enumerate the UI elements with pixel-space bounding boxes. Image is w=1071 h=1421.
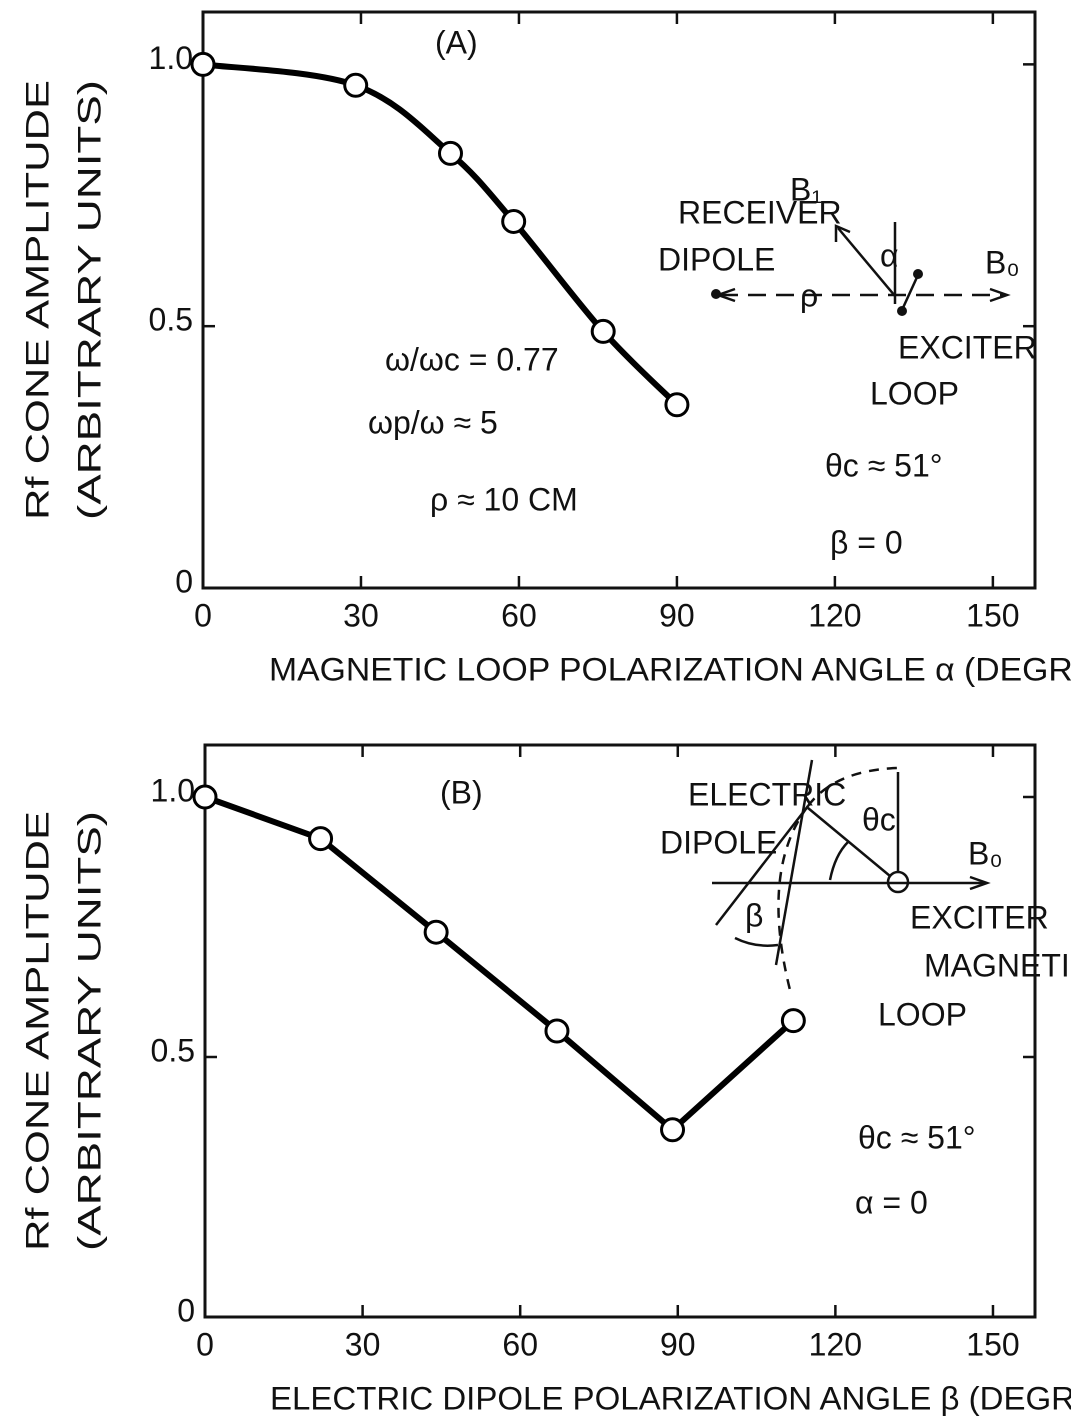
data-point [423, 919, 449, 945]
data-point [437, 140, 463, 166]
annotation: EXCITER [898, 329, 1037, 365]
x-tick-label: 60 [502, 1326, 538, 1362]
annotation: ωp/ω ≈ 5 [368, 404, 498, 440]
data-point [780, 1008, 806, 1034]
x-axis-label: MAGNETIC LOOP POLARIZATION ANGLE α (DEGR… [269, 651, 1071, 687]
x-axis-label: ELECTRIC DIPOLE POLARIZATION ANGLE β (DE… [270, 1380, 1071, 1416]
annotation: θc ≈ 51° [825, 447, 943, 483]
annotation: DIPOLE [658, 241, 775, 277]
annotation: MAGNETIC [924, 947, 1071, 983]
annotation: α [880, 237, 899, 273]
x-tick-label: 30 [345, 1326, 381, 1362]
x-tick-label: 0 [196, 1326, 214, 1362]
annotation: LOOP [878, 996, 967, 1032]
annotation: LOOP [870, 375, 959, 411]
data-point [660, 1117, 686, 1143]
x-tick-label: 90 [660, 1326, 696, 1362]
x-tick-label: 150 [966, 597, 1019, 633]
annotation: (B) [440, 774, 483, 810]
y-axis-label: (ARBITRARY UNITS) [71, 80, 107, 520]
annotation: θc [862, 801, 896, 837]
annotation: ρ ≈ 10 CM [430, 481, 578, 517]
y-tick-label: 0.5 [151, 1032, 195, 1068]
y-tick-label: 1.0 [151, 772, 195, 808]
x-tick-label: 0 [194, 597, 212, 633]
annotation: (A) [435, 24, 478, 60]
annotation: β [745, 897, 763, 933]
plot-frame [203, 743, 1037, 1319]
data-point [501, 208, 527, 234]
annotation: ELECTRIC [688, 776, 846, 812]
diagram-a [711, 222, 1011, 316]
x-tick-label: 120 [808, 597, 861, 633]
y-axis-label: Rf CONE AMPLITUDE [19, 80, 55, 520]
annotation: β = 0 [830, 524, 903, 560]
annotation: B₁ [790, 171, 822, 207]
annotation: ρ [800, 277, 818, 313]
y-axis-label: Rf CONE AMPLITUDE [19, 811, 55, 1251]
x-tick-label: 150 [966, 1326, 1019, 1362]
y-tick-label: 1.0 [149, 40, 193, 76]
data-point [192, 784, 218, 810]
annotation: ω/ωc = 0.77 [385, 341, 559, 377]
y-axis-label: (ARBITRARY UNITS) [71, 811, 107, 1251]
x-tick-label: 30 [343, 597, 379, 633]
y-tick-label: 0.5 [149, 302, 193, 338]
data-point [190, 51, 216, 77]
data-point [544, 1018, 570, 1044]
annotation: EXCITER [910, 899, 1049, 935]
data-point [343, 72, 369, 98]
x-tick-label: 90 [659, 597, 695, 633]
x-tick-label: 60 [501, 597, 537, 633]
data-point [308, 826, 334, 852]
y-tick-label: 0 [175, 563, 193, 599]
annotation: B₀ [985, 244, 1020, 280]
annotation: α = 0 [855, 1184, 928, 1220]
y-tick-label: 0 [177, 1292, 195, 1328]
x-tick-label: 120 [809, 1326, 862, 1362]
annotation: B₀ [968, 835, 1003, 871]
data-line [203, 794, 796, 1134]
diagram-b [712, 759, 991, 991]
plot-frame [201, 10, 1037, 590]
annotation: RECEIVER [678, 194, 842, 230]
annotation: DIPOLE [660, 824, 777, 860]
data-point [664, 392, 690, 418]
annotation: θc ≈ 51° [858, 1119, 976, 1155]
data-point [590, 318, 616, 344]
